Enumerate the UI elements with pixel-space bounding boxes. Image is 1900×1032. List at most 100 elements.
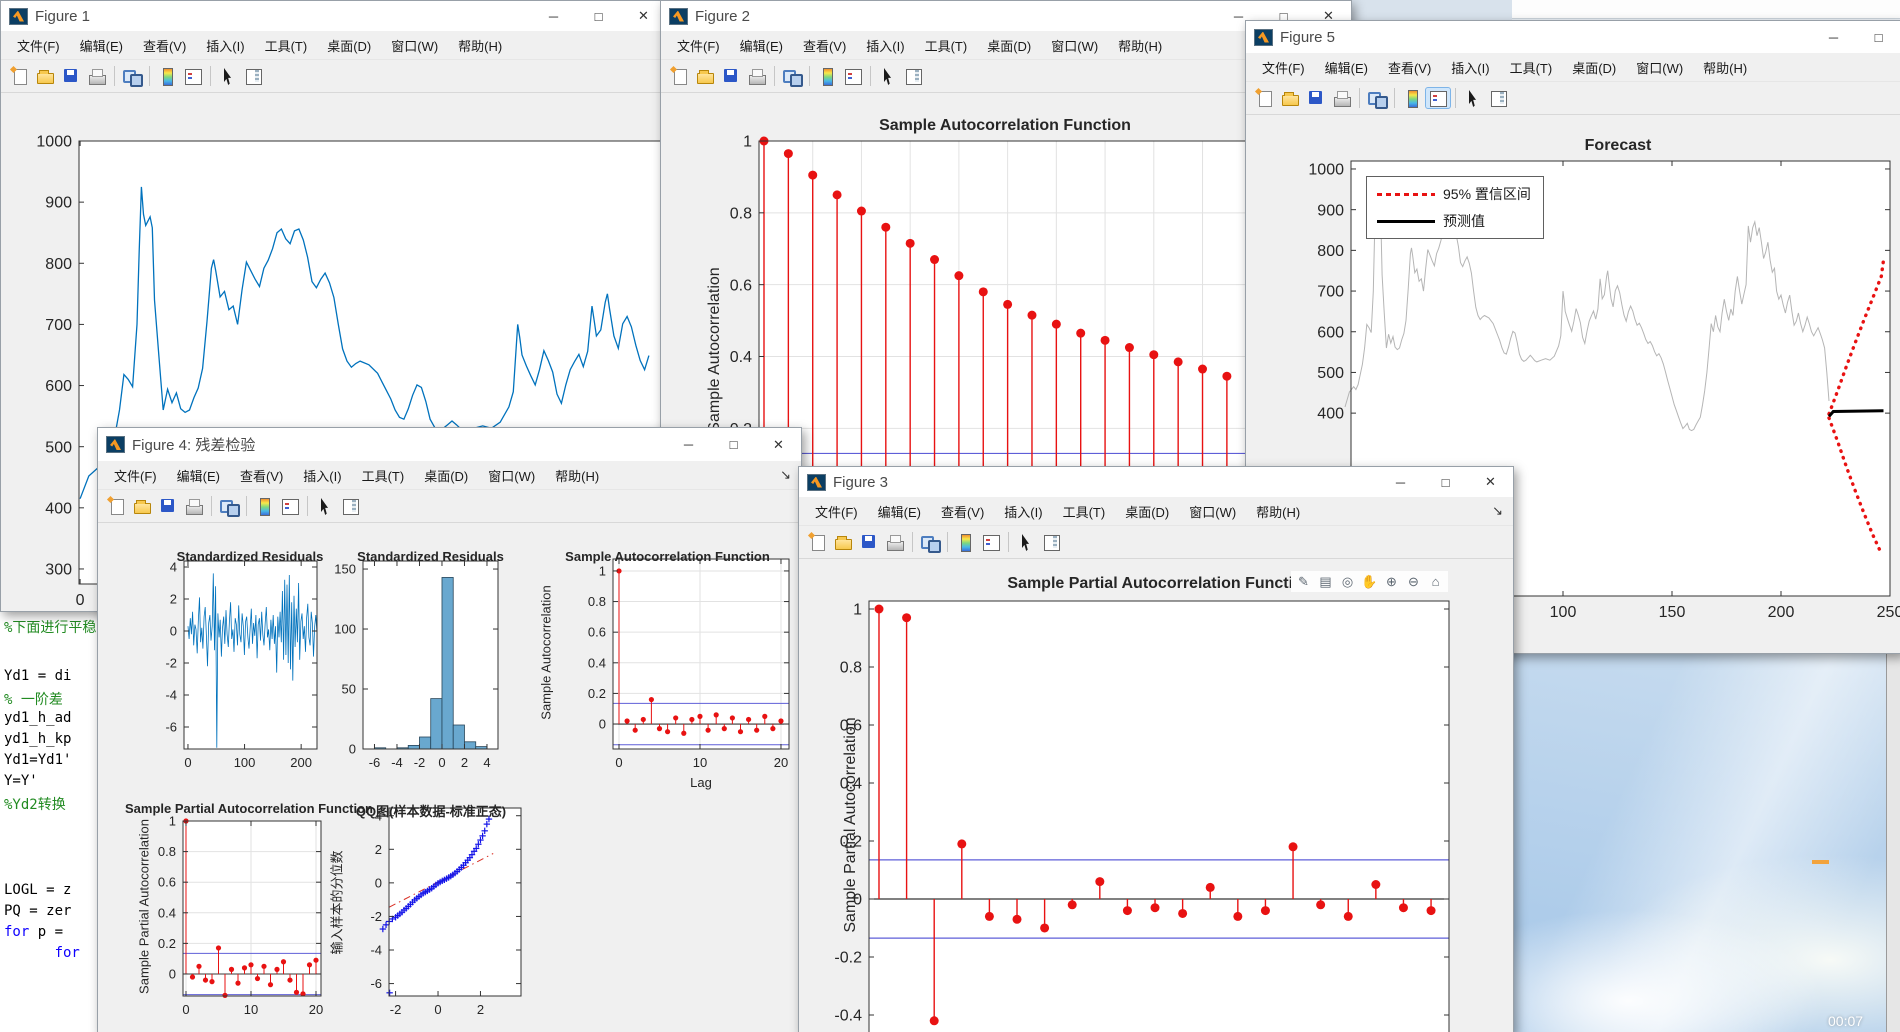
menu-item-desktop[interactable]: 桌面(D) [327,38,372,54]
minimize-button[interactable]: ─ [683,437,694,452]
save-figure-icon[interactable] [156,496,180,516]
new-figure-icon[interactable] [7,66,31,86]
menu-item-help[interactable]: 帮助(H) [458,38,503,54]
legend[interactable]: 95% 置信区间 预测值 [1366,176,1544,239]
insert-legend-icon[interactable] [1425,87,1451,109]
menu-item-view[interactable]: 查看(V) [142,38,187,54]
menu-item-tools[interactable]: 工具(T) [264,38,308,54]
insert-colorbar-icon[interactable] [252,496,276,516]
menu-item-file[interactable]: 文件(F) [17,38,60,54]
menu-item-window[interactable]: 窗口(W) [488,468,536,484]
new-figure-icon[interactable] [104,496,128,516]
plot-browser-icon[interactable] [1040,532,1064,552]
save-figure-icon[interactable] [1304,88,1328,108]
menu-item-edit[interactable]: 编辑(E) [79,38,123,54]
print-figure-icon[interactable] [883,532,907,552]
maximize-button[interactable]: □ [1441,474,1450,490]
print-figure-icon[interactable] [745,66,769,86]
insert-colorbar-icon[interactable] [953,532,977,552]
menu-item-file[interactable]: 文件(F) [815,504,858,520]
edit-plot-icon[interactable] [216,66,240,86]
menu-item-edit[interactable]: 编辑(E) [1324,60,1368,76]
dock-figure-arrow[interactable]: ↘ [780,467,791,482]
menu-item-view[interactable]: 查看(V) [940,504,985,520]
zoom-out-icon[interactable]: ⊖ [1408,573,1419,589]
menu-item-file[interactable]: 文件(F) [114,468,157,484]
menu-item-insert[interactable]: 插入(I) [1451,60,1490,76]
menu-item-desktop[interactable]: 桌面(D) [424,468,469,484]
menu-item-view[interactable]: 查看(V) [239,468,284,484]
open-file-icon[interactable] [831,532,855,552]
plot-browser-icon[interactable] [339,496,363,516]
save-figure-icon[interactable] [719,66,743,86]
link-plot-icon[interactable] [780,66,804,87]
insert-legend-icon[interactable] [181,66,205,86]
menu-item-edit[interactable]: 编辑(E) [176,468,220,484]
save-figure-icon[interactable] [857,532,881,552]
minimize-button[interactable]: ─ [1828,29,1839,45]
new-figure-icon[interactable] [1252,88,1276,108]
titlebar[interactable]: Figure 4: 残差检验 ─ □ ✕ [98,428,801,461]
titlebar[interactable]: Figure 2 ─ □ ✕ [661,1,1351,31]
maximize-button[interactable]: □ [1279,8,1288,24]
menu-item-desktop[interactable]: 桌面(D) [987,38,1032,54]
save-figure-icon[interactable] [59,66,83,86]
export-icon[interactable]: ▤ [1319,573,1332,589]
print-figure-icon[interactable] [182,496,206,516]
minimize-button[interactable]: ─ [548,8,559,24]
titlebar[interactable]: Figure 5 ─ □ [1246,21,1900,53]
menu-item-desktop[interactable]: 桌面(D) [1572,60,1617,76]
menu-item-help[interactable]: 帮助(H) [1703,60,1748,76]
menu-item-help[interactable]: 帮助(H) [1118,38,1163,54]
link-plot-icon[interactable] [120,66,144,87]
matlab-editor-window[interactable]: %下面进行平稳 Yd1 = di % 一阶差 yd1_h_ad yd1_h_kp Yd1=… [0,594,101,1032]
restore-view-icon[interactable]: ⌂ [1431,574,1440,589]
menu-item-window[interactable]: 窗口(W) [1636,60,1684,76]
link-plot-icon[interactable] [217,496,241,517]
plot-browser-icon[interactable] [1487,88,1511,108]
link-plot-icon[interactable] [918,532,942,553]
menu-item-desktop[interactable]: 桌面(D) [1125,504,1170,520]
close-button[interactable]: ✕ [1323,8,1334,23]
close-button[interactable]: ✕ [773,436,784,452]
menu-item-view[interactable]: 查看(V) [1387,60,1432,76]
insert-legend-icon[interactable] [979,532,1003,552]
open-file-icon[interactable] [33,66,57,86]
insert-legend-icon[interactable] [841,66,865,86]
edit-plot-icon[interactable] [1014,532,1038,552]
insert-colorbar-icon[interactable] [815,66,839,86]
menu-item-insert[interactable]: 插入(I) [1004,504,1043,520]
edit-plot-icon[interactable] [313,496,337,516]
menu-item-window[interactable]: 窗口(W) [1051,38,1099,54]
new-figure-icon[interactable] [805,532,829,552]
maximize-button[interactable]: □ [729,437,738,452]
close-button[interactable]: ✕ [638,8,649,23]
insert-colorbar-icon[interactable] [155,66,179,86]
menu-item-tools[interactable]: 工具(T) [924,38,968,54]
minimize-button[interactable]: ─ [1395,474,1406,490]
menu-item-tools[interactable]: 工具(T) [1062,504,1106,520]
menu-item-view[interactable]: 查看(V) [802,38,847,54]
open-file-icon[interactable] [130,496,154,516]
menu-item-file[interactable]: 文件(F) [1262,60,1305,76]
menu-item-tools[interactable]: 工具(T) [361,468,405,484]
edit-plot-icon[interactable]: ✎ [1298,573,1309,589]
dock-figure-arrow[interactable]: ↘ [1492,503,1503,518]
plot-browser-icon[interactable] [902,66,926,86]
zoom-in-icon[interactable]: ⊕ [1386,573,1397,589]
titlebar[interactable]: Figure 1 ─ □ ✕ [1,1,666,31]
print-figure-icon[interactable] [85,66,109,86]
menu-item-window[interactable]: 窗口(W) [1189,504,1237,520]
new-figure-icon[interactable] [667,66,691,86]
pan-icon[interactable]: ✋ [1361,573,1378,589]
menu-item-tools[interactable]: 工具(T) [1509,60,1553,76]
maximize-button[interactable]: □ [1874,29,1883,45]
menu-item-file[interactable]: 文件(F) [677,38,720,54]
minimize-button[interactable]: ─ [1233,8,1244,24]
insert-colorbar-icon[interactable] [1400,88,1424,108]
menu-item-help[interactable]: 帮助(H) [555,468,600,484]
insert-legend-icon[interactable] [278,496,302,516]
open-file-icon[interactable] [693,66,717,86]
menu-item-help[interactable]: 帮助(H) [1256,504,1301,520]
edit-plot-icon[interactable] [876,66,900,86]
